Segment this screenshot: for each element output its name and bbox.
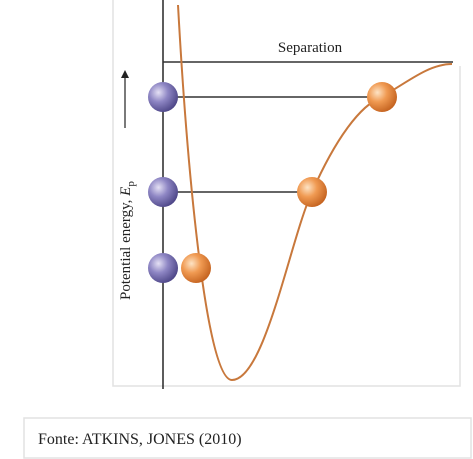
x-axis-label: Separation [278, 40, 343, 56]
y-axis-arrow [121, 70, 129, 128]
atom-orange [367, 82, 397, 112]
atom-orange [181, 253, 211, 283]
atom-purple [148, 253, 178, 283]
y-axis-label: Potential energy, Ep [118, 181, 137, 300]
y-axis-label-text: Potential energy, [118, 196, 134, 300]
y-axis-label-symbol: E [118, 187, 134, 197]
atom-purple [148, 82, 178, 112]
frame [23, 0, 472, 459]
y-axis-label-group: Potential energy, Ep [118, 70, 137, 300]
atom-purple [148, 177, 178, 207]
y-axis-label-subscript: p [125, 181, 137, 187]
caption: Fonte: ATKINS, JONES (2010) [38, 431, 242, 448]
atom-orange [297, 177, 327, 207]
